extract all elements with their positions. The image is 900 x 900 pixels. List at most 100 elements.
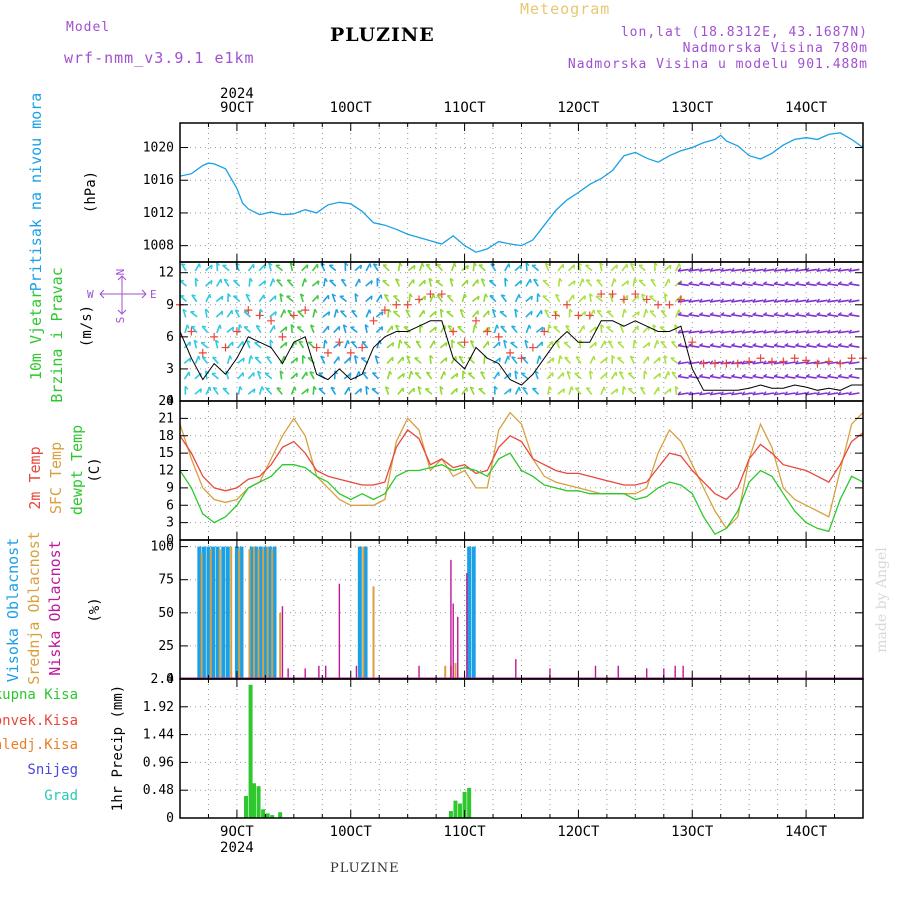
cloud-bar-0 bbox=[225, 546, 230, 679]
wind-arrow bbox=[660, 310, 668, 318]
wind-arrow bbox=[525, 310, 533, 318]
wind-arrow bbox=[480, 371, 486, 380]
wind-arrow-head bbox=[279, 370, 284, 375]
wind-arrow-head bbox=[474, 324, 478, 329]
wind-arrow bbox=[773, 299, 785, 303]
wind-arrow bbox=[237, 357, 245, 364]
wind-arrow-head bbox=[730, 298, 735, 303]
wind-arrow bbox=[354, 371, 360, 380]
wind-arrow bbox=[609, 293, 614, 303]
wind-arrow bbox=[311, 263, 319, 272]
wind-arrow bbox=[439, 309, 443, 318]
wind-arrow bbox=[709, 299, 721, 303]
wind-arrow-head bbox=[752, 298, 756, 303]
wind-arrow bbox=[752, 375, 764, 379]
wind-arrow bbox=[752, 283, 764, 287]
wind-arrow bbox=[535, 341, 543, 349]
wind-arrow-head bbox=[586, 387, 591, 390]
wind-arrow bbox=[589, 370, 592, 380]
wind-arrow bbox=[194, 388, 202, 395]
wind-arrow-head bbox=[283, 309, 286, 314]
wind-arrow bbox=[269, 295, 277, 303]
ylabel-temp-3: dewpt Temp bbox=[68, 425, 86, 515]
wind-arrow-head bbox=[302, 354, 306, 359]
wind-arrow bbox=[214, 339, 219, 349]
cloud-bar-1 bbox=[252, 546, 255, 679]
wind-arrow bbox=[514, 293, 520, 303]
wind-arrow-head bbox=[359, 388, 362, 393]
wind-arrow bbox=[642, 356, 649, 364]
x-tick-label-bottom: 13OCT bbox=[671, 824, 714, 840]
wind-arrow bbox=[720, 283, 732, 287]
wind-arrow-head bbox=[709, 312, 714, 316]
wind-arrow bbox=[763, 283, 775, 287]
wind-arrow bbox=[461, 293, 466, 303]
wind-arrow bbox=[642, 341, 651, 349]
wind-arrow-head bbox=[805, 312, 810, 316]
wind-arrow-head bbox=[752, 360, 756, 365]
wind-arrow bbox=[677, 344, 689, 349]
wind-arrow bbox=[663, 264, 672, 272]
wind-arrow bbox=[599, 372, 608, 380]
wind-arrow bbox=[557, 355, 562, 364]
wind-gust-mark bbox=[449, 327, 458, 336]
wind-gust-mark bbox=[323, 348, 332, 357]
wind-arrow-head bbox=[654, 262, 658, 267]
compass-west: W bbox=[87, 288, 94, 301]
wind-arrow bbox=[500, 294, 507, 303]
wind-gust-mark bbox=[767, 357, 776, 366]
wind-arrow bbox=[279, 326, 288, 334]
wind-arrow-head bbox=[622, 385, 627, 390]
wind-arrow-head bbox=[671, 341, 676, 344]
ylabel-wind-unit: (m/s) bbox=[79, 305, 95, 347]
wind-arrow bbox=[503, 339, 507, 349]
wind-arrow bbox=[617, 341, 625, 349]
wind-arrow bbox=[837, 330, 849, 334]
wind-arrow bbox=[233, 279, 241, 287]
wind-gust-mark bbox=[836, 359, 845, 368]
cloud-bar-2 bbox=[457, 616, 459, 679]
wind-arrow bbox=[848, 392, 860, 396]
wind-arrow-head bbox=[330, 386, 336, 390]
wind-arrow bbox=[621, 263, 628, 272]
wind-arrow bbox=[663, 387, 672, 395]
wind-arrow-head bbox=[669, 388, 672, 393]
cloud-bar-0 bbox=[211, 546, 216, 679]
wind-arrow-head bbox=[298, 340, 303, 343]
wind-arrow-head bbox=[816, 312, 821, 316]
wind-arrow bbox=[237, 340, 244, 349]
wind-arrow bbox=[741, 313, 753, 318]
cloud-bar-0 bbox=[467, 546, 472, 679]
wind-arrow-head bbox=[375, 355, 380, 359]
wind-arrow bbox=[365, 279, 373, 287]
wind-gust-mark bbox=[267, 316, 276, 325]
wind-arrow bbox=[688, 268, 700, 272]
wind-arrow bbox=[649, 310, 657, 318]
cloud-bar-1 bbox=[362, 546, 365, 679]
wind-arrow-head bbox=[242, 357, 245, 363]
wind-arrow-head bbox=[794, 360, 799, 365]
wind-arrow-head bbox=[669, 265, 672, 270]
wind-arrow bbox=[709, 375, 721, 379]
wind-arrow bbox=[638, 279, 646, 287]
wind-arrow-head bbox=[623, 308, 627, 314]
wind-arrow-head bbox=[276, 279, 281, 282]
wind-arrow-head bbox=[816, 267, 820, 272]
wind-arrow bbox=[514, 370, 518, 380]
wind-arrow bbox=[393, 295, 401, 303]
wind-arrow-head bbox=[434, 311, 437, 316]
wind-arrow-head bbox=[805, 342, 810, 347]
wind-arrow bbox=[328, 264, 337, 272]
wind-arrow-head bbox=[643, 370, 648, 375]
wind-gust-mark bbox=[585, 311, 594, 320]
wind-arrow bbox=[371, 388, 380, 395]
wind-arrow-head bbox=[837, 342, 842, 347]
wind-arrow-head bbox=[503, 339, 508, 344]
wind-arrow bbox=[848, 375, 860, 379]
y-tick-label-temperature: 6 bbox=[166, 498, 174, 513]
wind-arrow-head bbox=[198, 263, 201, 268]
wind-gust-mark bbox=[301, 306, 310, 315]
wind-arrow bbox=[429, 310, 437, 318]
wind-arrow-head bbox=[648, 342, 651, 347]
ylabel-wind-1: 10m Vjetar bbox=[27, 290, 45, 380]
